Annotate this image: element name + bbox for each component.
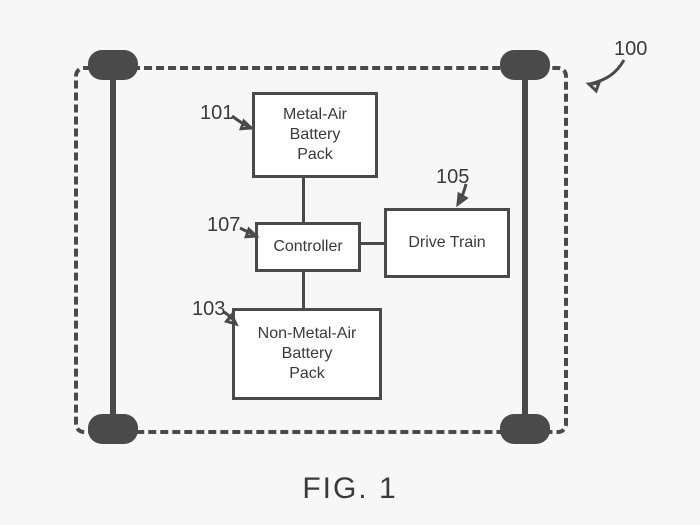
wheel-front-right [500, 50, 550, 80]
wheel-rear-left [88, 414, 138, 444]
ref-100: 100 [614, 38, 647, 61]
box-drive-train: Drive Train [384, 208, 510, 278]
box-label: Metal-AirBatteryPack [283, 105, 347, 165]
wheel-front-left [88, 50, 138, 80]
box-label: Controller [273, 237, 342, 257]
conn-metalair-controller [302, 172, 305, 222]
box-label: Drive Train [408, 233, 485, 253]
wheel-rear-right [500, 414, 550, 444]
box-non-metal-air-battery-pack: Non-Metal-AirBatteryPack [232, 308, 382, 400]
box-controller: Controller [255, 222, 361, 272]
figure-caption: FIG. 1 [0, 472, 700, 506]
ref-105: 105 [436, 166, 469, 189]
ref-103: 103 [192, 298, 225, 321]
ref-107: 107 [207, 214, 240, 237]
box-label: Non-Metal-AirBatteryPack [258, 324, 357, 384]
conn-controller-nonmetalair [302, 266, 305, 308]
left-axle [110, 80, 116, 414]
right-axle [522, 80, 528, 414]
figure-stage: Metal-AirBatteryPack Controller Drive Tr… [0, 0, 700, 525]
ref-101: 101 [200, 102, 233, 125]
box-metal-air-battery-pack: Metal-AirBatteryPack [252, 92, 378, 178]
